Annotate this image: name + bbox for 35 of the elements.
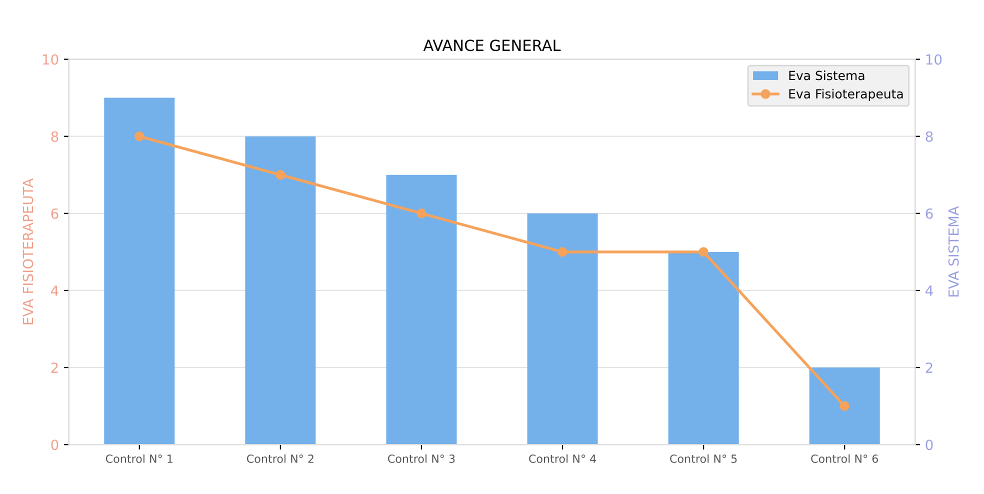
bar <box>104 98 175 445</box>
y-tick-label: 6 <box>51 208 58 219</box>
y2-tick-label: 0 <box>926 440 933 450</box>
legend-label: Eva Fisioterapeuta <box>789 88 903 101</box>
point <box>134 131 144 142</box>
x-tick-label: Control N° 6 <box>811 454 878 463</box>
y-tick-label: 8 <box>51 131 58 142</box>
bar <box>527 213 598 445</box>
y2-tick-label: 8 <box>926 131 933 142</box>
y2-tick-label: 10 <box>926 54 942 65</box>
y2-tick-label: 4 <box>926 286 933 296</box>
point <box>416 208 426 218</box>
y-tick-label: 2 <box>51 362 58 373</box>
y-tick-label: 4 <box>51 286 58 296</box>
point <box>558 247 568 257</box>
y-tick-label: 10 <box>43 54 58 65</box>
bar <box>386 174 457 445</box>
y2-tick-label: 6 <box>926 208 933 219</box>
y2-tick-label: 2 <box>926 362 932 373</box>
point <box>840 401 850 411</box>
y-axis-title: EVA FISIOTERAPEUTA <box>22 178 34 324</box>
legend-label: Eva Sistema <box>789 70 864 80</box>
point <box>276 170 286 180</box>
x-tick-label: Control N° 4 <box>529 454 596 463</box>
x-tick-label: Control N° 2 <box>246 454 314 463</box>
y2-axis-title: EVA SISTEMA <box>948 206 959 296</box>
bar <box>809 368 880 445</box>
chart-title: AVANCE GENERAL <box>423 40 561 52</box>
x-tick-label: Control N° 3 <box>388 454 455 463</box>
x-tick-label: Control N° 5 <box>670 454 737 463</box>
y-tick-label: 0 <box>51 440 58 450</box>
bar <box>245 136 316 445</box>
point <box>698 247 708 257</box>
bar <box>668 252 739 445</box>
x-tick-label: Control N° 1 <box>106 454 172 463</box>
